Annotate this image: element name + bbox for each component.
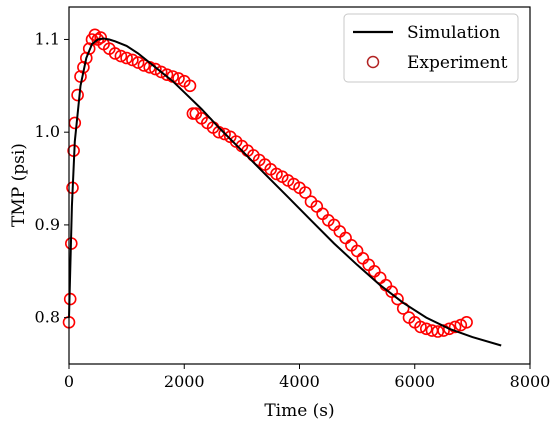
legend-experiment-label: Experiment xyxy=(407,53,508,73)
x-tick-label: 8000 xyxy=(510,372,550,391)
experiment-point xyxy=(183,79,197,93)
experiment-point xyxy=(108,47,122,60)
x-axis-label: Time (s) xyxy=(264,401,334,421)
experiment-point xyxy=(131,56,145,69)
y-tick-label: 1.0 xyxy=(35,122,60,141)
experiment-point xyxy=(448,320,462,334)
experiment-point xyxy=(137,59,151,72)
experiment-point xyxy=(298,186,312,199)
experiment-point xyxy=(339,231,352,245)
experiment-point xyxy=(356,251,370,265)
experiment-point xyxy=(431,325,445,338)
experiment-point xyxy=(82,42,96,56)
legend: Simulation Experiment xyxy=(343,13,519,83)
y-axis-ticks: 0.8 0.9 1.0 1.1 xyxy=(35,29,69,327)
experiment-point xyxy=(120,51,133,65)
y-tick-label: 1.1 xyxy=(35,29,60,48)
experiment-point xyxy=(94,31,107,44)
y-tick-label: 0.9 xyxy=(35,215,60,234)
plot-data-layer xyxy=(62,28,502,347)
simulation-line xyxy=(68,37,502,347)
experiment-point xyxy=(218,127,231,141)
y-axis-label: TMP (psi) xyxy=(9,143,29,227)
experiment-point xyxy=(160,68,174,81)
legend-experiment-marker xyxy=(366,55,380,69)
experiment-point xyxy=(460,315,473,329)
experiment-point xyxy=(442,322,456,336)
x-tick-label: 4000 xyxy=(279,372,320,391)
experiment-point xyxy=(270,167,283,181)
experiment-point xyxy=(154,65,168,79)
x-tick-label: 2000 xyxy=(164,372,205,391)
experiment-point xyxy=(454,318,468,332)
experiment-point xyxy=(149,62,162,76)
experiment-point xyxy=(172,72,185,85)
experiment-point xyxy=(68,116,82,130)
experiment-point xyxy=(114,49,128,63)
x-tick-label: 0 xyxy=(64,372,74,391)
experiment-point xyxy=(419,322,433,336)
y-tick-label: 0.8 xyxy=(35,308,60,327)
x-tick-label: 6000 xyxy=(394,372,435,391)
experiment-point xyxy=(126,53,139,67)
experiment-point xyxy=(414,320,427,334)
x-axis-ticks: 0 2000 4000 6000 8000 xyxy=(64,364,550,391)
experiment-point xyxy=(71,88,84,102)
legend-simulation-label: Simulation xyxy=(407,23,500,43)
experiment-point xyxy=(391,292,404,306)
